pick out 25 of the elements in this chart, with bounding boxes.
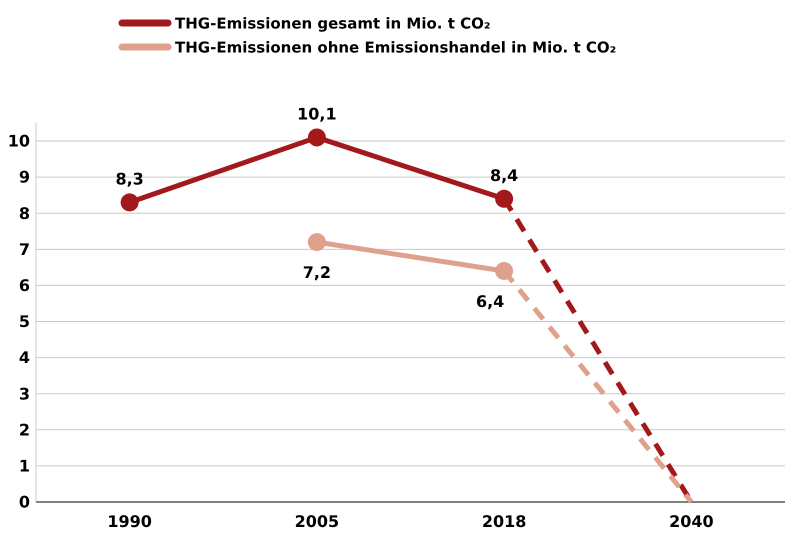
- x-tick-label: 2018: [482, 512, 526, 531]
- x-tick-label: 2040: [669, 512, 714, 531]
- y-tick-label: 9: [18, 168, 30, 187]
- y-tick-label: 5: [18, 312, 30, 332]
- data-label: 6,4: [476, 292, 504, 311]
- y-tick-label: 2: [18, 420, 30, 440]
- y-tick-label: 7: [18, 240, 30, 259]
- y-tick-label: 3: [18, 384, 30, 404]
- data-label: 8,4: [490, 166, 518, 185]
- x-tick-label: 1990: [107, 512, 152, 531]
- y-tick-label: 4: [18, 348, 30, 368]
- y-tick-label: 10: [8, 132, 30, 151]
- y-tick-label: 1: [18, 456, 30, 476]
- point: [308, 128, 326, 146]
- legend-label: THG-Emissionen ohne Emissionshandel in Mio. t CO₂: [175, 38, 616, 56]
- y-tick-label: 0: [18, 492, 30, 512]
- y-tick-label: 8: [18, 204, 30, 223]
- point: [120, 193, 139, 212]
- data-label: 10,1: [297, 104, 337, 124]
- y-tick-label: 6: [18, 276, 30, 296]
- legend-label: THG-Emissionen gesamt in Mio. t CO₂: [175, 14, 490, 32]
- data-label: 7,2: [302, 263, 332, 282]
- point: [308, 233, 326, 252]
- data-label: 8,3: [115, 169, 144, 188]
- x-tick-label: 2005: [294, 512, 340, 531]
